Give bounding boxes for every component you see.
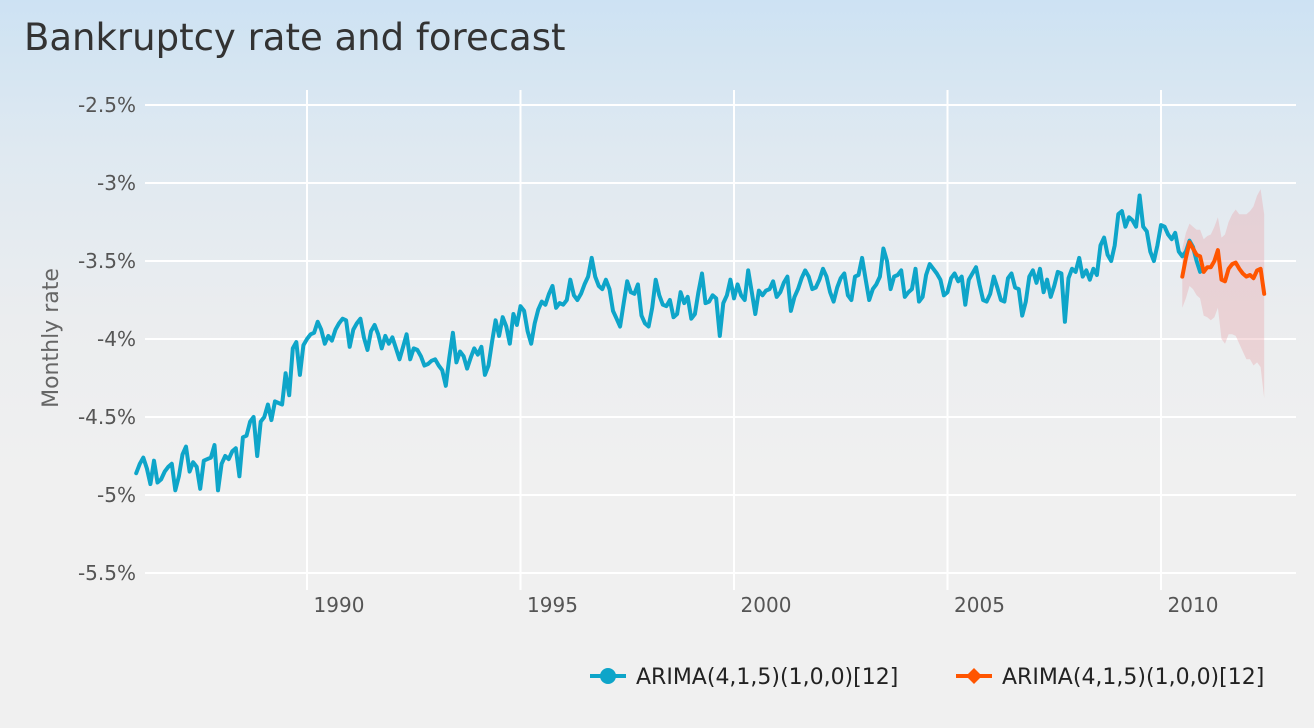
forecast-interval-band: [1182, 189, 1265, 399]
legend-circle-marker: [600, 668, 616, 684]
legend-label: ARIMA(4,1,5)(1,0,0)[12]: [1002, 665, 1264, 690]
y-tick-label: -3%: [97, 171, 136, 195]
series-line-forecast: [1180, 240, 1267, 296]
series-line-history: [134, 193, 1203, 493]
x-tick-label: 1995: [527, 593, 578, 617]
x-tick-label: 2005: [954, 593, 1005, 617]
x-tick-label: 2010: [1168, 593, 1219, 617]
y-tick-label: -4%: [97, 327, 136, 351]
legend: ARIMA(4,1,5)(1,0,0)[12] ARIMA(4,1,5)(1,0,…: [590, 665, 1264, 690]
y-tick-label: -2.5%: [78, 93, 136, 117]
legend-item[interactable]: ARIMA(4,1,5)(1,0,0)[12]: [956, 665, 1264, 690]
x-tick-labels: 1990 1995 2000 2005 2010: [314, 593, 1219, 617]
y-tick-label: -5.5%: [78, 561, 136, 585]
legend-diamond-marker: [966, 668, 982, 684]
y-tick-labels: -2.5% -3% -3.5% -4% -4.5% -5% -5.5%: [78, 93, 136, 585]
grid-lines: [145, 90, 1296, 590]
x-tick-label: 1990: [314, 593, 365, 617]
legend-item[interactable]: ARIMA(4,1,5)(1,0,0)[12]: [590, 665, 898, 690]
y-tick-label: -4.5%: [78, 405, 136, 429]
y-tick-label: -3.5%: [78, 249, 136, 273]
forecast-band-layer: [1182, 189, 1265, 399]
legend-label: ARIMA(4,1,5)(1,0,0)[12]: [636, 665, 898, 690]
chart-title: Bankruptcy rate and forecast: [24, 16, 566, 59]
series-lines-layer: [134, 193, 1267, 493]
y-axis-label: Monthly rate: [39, 268, 64, 408]
y-tick-label: -5%: [97, 483, 136, 507]
x-tick-label: 2000: [741, 593, 792, 617]
